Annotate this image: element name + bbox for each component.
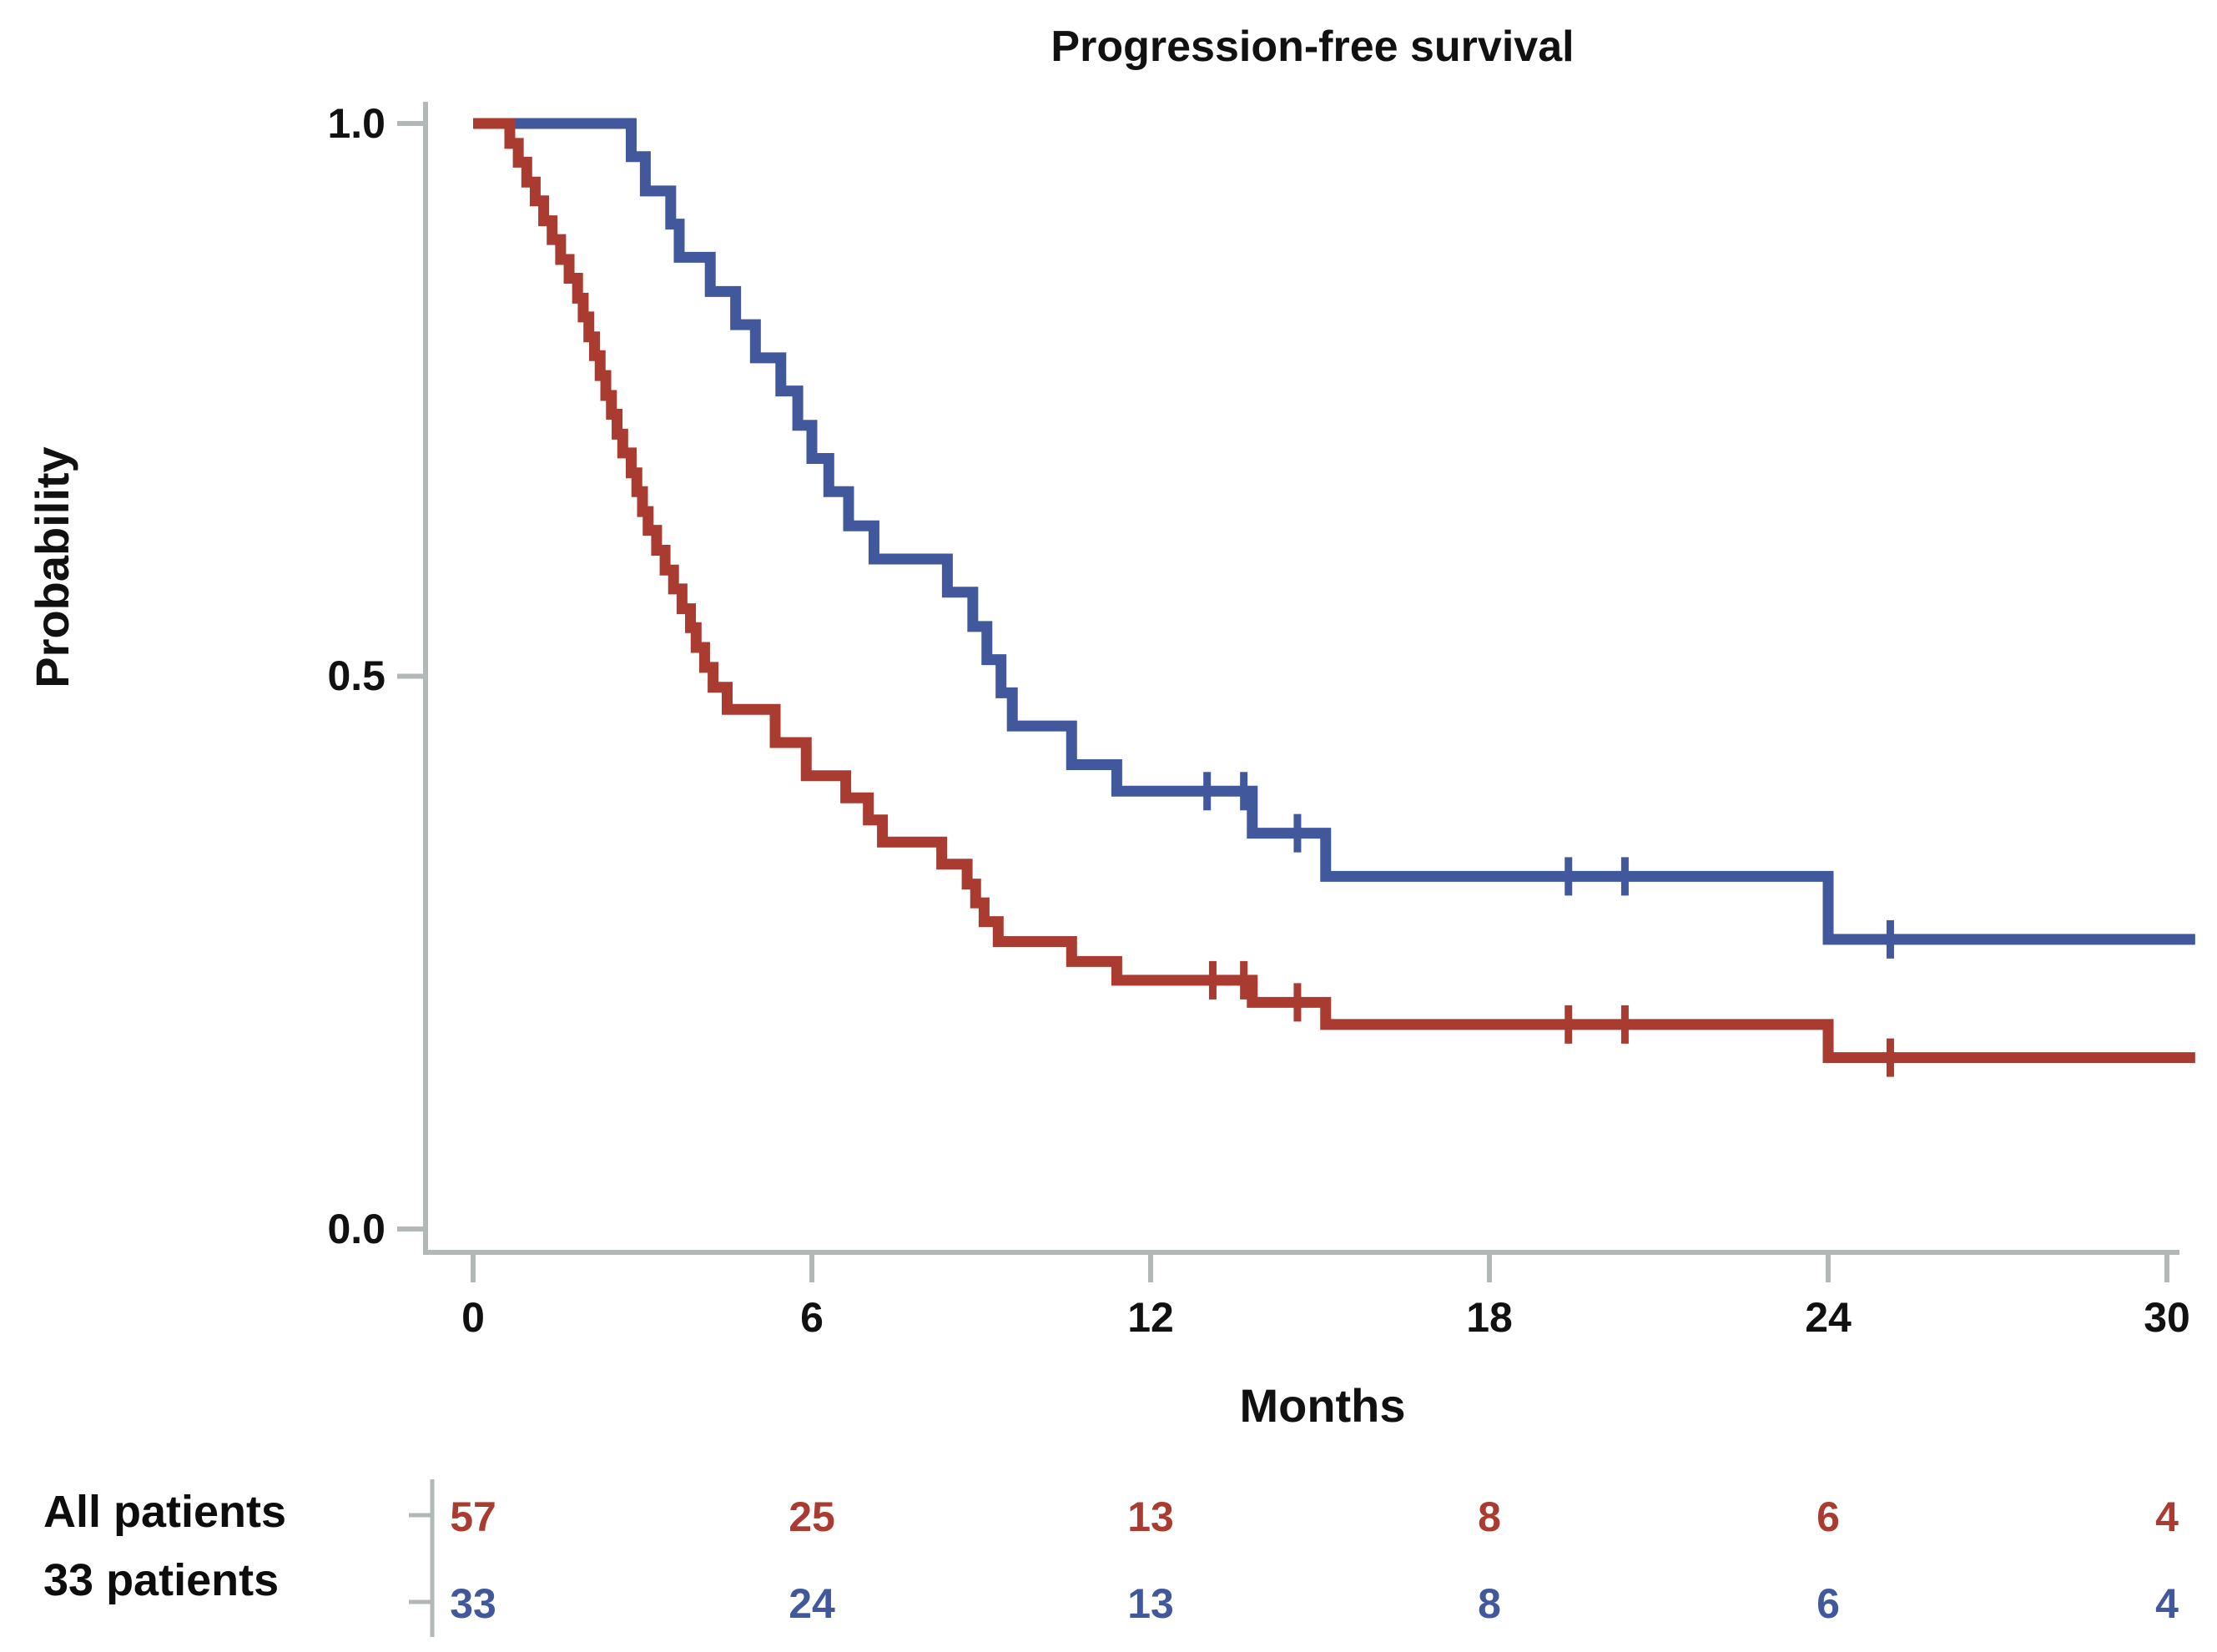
risk-count: 33 — [450, 1580, 496, 1627]
risk-count: 4 — [2155, 1580, 2179, 1627]
risk-count: 6 — [1816, 1580, 1840, 1627]
y-tick-label-1.0: 1.0 — [327, 100, 385, 147]
x-axis-label: Months — [1239, 1379, 1406, 1432]
y-axis-label: Probability — [26, 446, 78, 688]
risk-count: 4 — [2155, 1493, 2179, 1540]
risk-count: 6 — [1816, 1493, 1840, 1540]
risk-count: 24 — [789, 1580, 835, 1627]
risk-count: 8 — [1478, 1493, 1501, 1540]
risk-count: 13 — [1127, 1493, 1174, 1540]
y-tick-label-0.0: 0.0 — [327, 1206, 385, 1252]
x-tick-label-18: 18 — [1466, 1294, 1513, 1341]
x-tick-label-24: 24 — [1805, 1294, 1852, 1341]
x-tick-label-0: 0 — [461, 1294, 485, 1341]
risk-count: 13 — [1127, 1580, 1174, 1627]
x-tick-label-30: 30 — [2144, 1294, 2190, 1341]
risk-count: 8 — [1478, 1580, 1501, 1627]
x-tick-label-6: 6 — [800, 1294, 824, 1341]
chart-title: Progression-free survival — [1051, 23, 1575, 71]
x-tick-label-12: 12 — [1127, 1294, 1174, 1341]
y-tick-label-0.5: 0.5 — [327, 652, 385, 699]
risk-count: 25 — [789, 1493, 835, 1540]
risk-row-label-all-patients: All patients — [43, 1487, 287, 1537]
risk-count: 57 — [450, 1493, 496, 1540]
risk-row-label-33-patients: 33 patients — [43, 1555, 280, 1605]
